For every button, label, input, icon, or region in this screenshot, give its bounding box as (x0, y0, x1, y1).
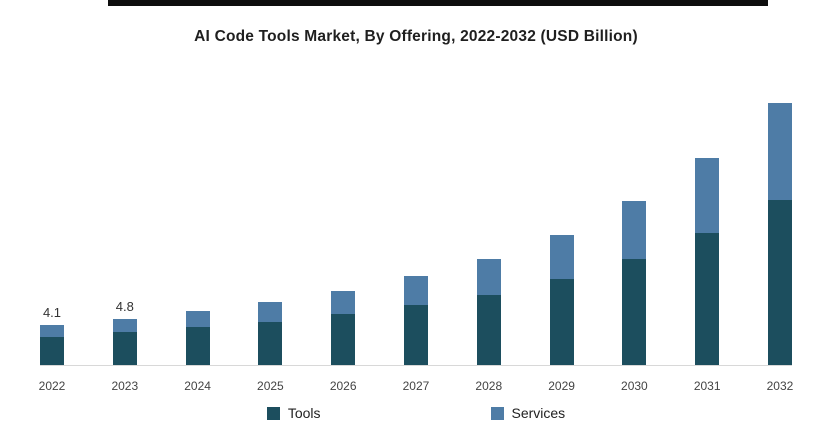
legend-item-tools: Tools (266, 405, 321, 421)
x-tick-label: 2032 (766, 379, 794, 393)
bar-column: 2032 (767, 95, 793, 393)
bar-segment-tools (622, 258, 647, 365)
bar-segment-services (622, 201, 647, 259)
bar-segment-tools (476, 294, 501, 365)
bar-column: 2028 (475, 95, 502, 393)
bar-segment-services (695, 157, 720, 233)
chart-legend: Tools Services (0, 405, 832, 421)
bar-column: 2030 (621, 95, 648, 393)
chart-title: AI Code Tools Market, By Offering, 2022-… (194, 28, 638, 45)
bar-value-label: 4.1 (42, 305, 62, 321)
bar-segment-services (476, 258, 501, 295)
bar-segment-tools (549, 279, 574, 365)
bar-value-label: 4.8 (115, 298, 134, 314)
bar-segment-tools (40, 337, 64, 365)
bar-segment-services (331, 290, 356, 314)
bar-segment-services (549, 234, 574, 280)
bar-column: 4.8 2023 (111, 95, 138, 393)
x-tick-label: 2027 (402, 379, 430, 393)
legend-label-tools: Tools (287, 405, 321, 421)
bar-segment-services (767, 102, 792, 201)
top-crop-bar (108, 0, 768, 6)
bar-segment-services (403, 276, 428, 306)
x-tick-label: 2029 (548, 379, 575, 393)
services-swatch-icon (490, 406, 504, 420)
legend-item-services: Services (490, 405, 566, 421)
bar-column: 2029 (548, 95, 575, 393)
bar-segment-services (258, 302, 283, 322)
tools-swatch-icon (266, 406, 280, 420)
x-tick-label: 2023 (111, 379, 139, 393)
x-tick-label: 2028 (475, 379, 503, 393)
bar-column: 4.1 2022 (39, 95, 66, 393)
x-tick-label: 2026 (329, 379, 357, 393)
bar-column: 2027 (403, 95, 429, 393)
bar-segment-tools (767, 200, 792, 365)
bar-segment-services (40, 325, 64, 338)
bar-segment-tools (403, 305, 428, 365)
bar-segment-tools (258, 321, 283, 365)
bar-segment-tools (331, 313, 356, 365)
bar-segment-tools (112, 332, 137, 365)
legend-label-services: Services (511, 405, 566, 421)
bar-segment-tools (185, 327, 210, 365)
bar-column: 2024 (184, 95, 211, 393)
bar-chart: 4.1 2022 4.8 2023 2024 2025 2026 2027 2028 2029 20… (39, 95, 793, 393)
x-tick-label: 2025 (257, 379, 284, 393)
bar-column: 2026 (330, 95, 357, 393)
bar-segment-services (185, 311, 210, 328)
bar-column: 2025 (257, 95, 284, 393)
bar-column: 2031 (694, 95, 721, 393)
bar-segment-tools (695, 232, 720, 365)
x-tick-label: 2024 (184, 379, 211, 393)
x-tick-label: 2031 (693, 379, 721, 393)
x-tick-label: 2022 (38, 379, 66, 393)
bar-segment-services (112, 318, 137, 333)
x-tick-label: 2030 (621, 379, 648, 393)
